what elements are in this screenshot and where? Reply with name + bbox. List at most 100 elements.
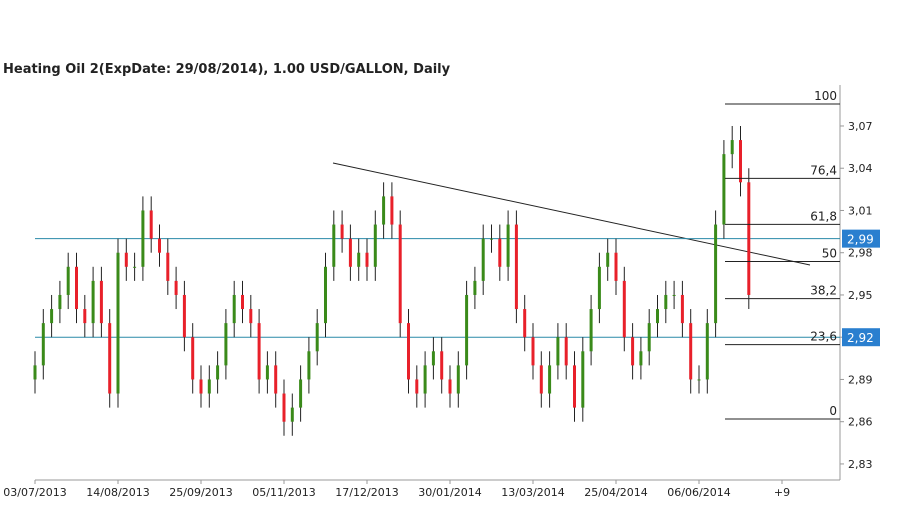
candle-body <box>199 379 203 394</box>
candle-body <box>274 365 278 394</box>
candle-body <box>50 309 54 324</box>
candle-body <box>722 154 726 225</box>
trend-line <box>332 162 811 266</box>
price-tag <box>842 229 880 248</box>
candle-body <box>257 323 261 380</box>
candle-body <box>33 365 37 380</box>
candle-body <box>747 182 751 295</box>
candle-body <box>340 224 344 239</box>
candle-body <box>398 224 402 324</box>
candle-body <box>174 280 178 295</box>
candle-body <box>631 337 635 366</box>
candle-body <box>191 337 195 380</box>
candle-body <box>639 351 643 366</box>
x-tick-label: 25/04/2014 <box>584 486 647 499</box>
candle-body <box>415 379 419 394</box>
candle-body <box>672 294 676 296</box>
candle-body <box>373 224 377 267</box>
candle-body <box>265 365 269 380</box>
candle-body <box>714 224 718 324</box>
candle-body <box>365 252 369 267</box>
candle-body <box>390 196 394 225</box>
candle-body <box>739 140 742 183</box>
x-tick-label: 14/08/2013 <box>86 486 149 499</box>
fib-label: 100 <box>814 89 837 103</box>
y-tick-label: 2,89 <box>848 373 873 386</box>
price-tag-label: 2,92 <box>847 331 874 345</box>
fib-label: 50 <box>822 247 837 261</box>
candle-body <box>680 294 684 324</box>
price-tag <box>842 328 880 347</box>
candle-body <box>614 252 618 281</box>
candle-body <box>448 379 452 394</box>
candle-body <box>465 294 469 366</box>
candle-body <box>456 365 460 394</box>
candle-body <box>664 294 668 310</box>
candle-body <box>149 210 153 239</box>
candle-body <box>41 323 45 366</box>
candle-body <box>207 379 211 394</box>
candle-body <box>382 196 386 225</box>
fib-label: 76,4 <box>810 163 837 177</box>
candle-body <box>141 210 145 267</box>
x-tick-label: 03/07/2013 <box>3 486 66 499</box>
candle-body <box>133 266 137 268</box>
candle-body <box>481 238 485 281</box>
candle-body <box>307 351 311 380</box>
x-tick-label: 30/01/2014 <box>418 486 481 499</box>
price-tag-label: 2,99 <box>847 233 874 247</box>
candle-body <box>75 266 78 310</box>
candle-body <box>589 309 593 352</box>
candle-body <box>564 337 568 366</box>
y-tick-label: 2,95 <box>848 289 873 302</box>
candle-body <box>531 337 535 366</box>
candle-body <box>556 337 560 366</box>
candle-body <box>689 323 693 380</box>
y-tick-label: 3,01 <box>848 204 873 217</box>
candle-body <box>548 365 552 394</box>
chart-title: Heating Oil 2(ExpDate: 29/08/2014), 1.00… <box>3 62 451 77</box>
x-tick-label: 06/06/2014 <box>667 486 730 499</box>
candle-body <box>232 294 236 324</box>
candle-body <box>581 351 585 408</box>
candle-body <box>216 365 220 380</box>
candle-body <box>91 280 95 324</box>
candle-body <box>58 294 62 310</box>
candle-body <box>597 266 601 310</box>
x-tick-label: 25/09/2013 <box>169 486 232 499</box>
candle-body <box>697 379 701 381</box>
candle-body <box>224 323 228 366</box>
y-tick-label: 2,83 <box>848 458 873 471</box>
candle-body <box>606 252 610 267</box>
candle-body <box>66 266 70 295</box>
candle-body <box>440 351 444 380</box>
fib-label: 38,2 <box>810 284 837 298</box>
candle-body <box>506 224 510 267</box>
fib-label: 61,8 <box>810 209 837 223</box>
candle-body <box>514 224 518 310</box>
candle-body <box>348 238 352 267</box>
candle-body <box>473 280 477 295</box>
y-tick-label: 2,98 <box>848 247 873 260</box>
candle-body <box>282 393 286 422</box>
candle-body <box>299 379 303 408</box>
fib-label: 0 <box>829 404 837 418</box>
candle-body <box>539 365 543 394</box>
x-tick-label: 05/11/2013 <box>252 486 315 499</box>
fib-label: 23,6 <box>810 330 837 344</box>
candle-body <box>357 252 361 267</box>
y-tick-label: 3,04 <box>848 162 873 175</box>
candle-body <box>249 309 253 324</box>
candle-body <box>241 294 244 310</box>
x-tick-label: 17/12/2013 <box>335 486 398 499</box>
candle-body <box>431 351 435 366</box>
candle-body <box>332 224 336 267</box>
candle-body <box>108 323 112 394</box>
candle-body <box>116 252 120 394</box>
candle-body <box>166 252 170 281</box>
candle-body <box>158 238 161 253</box>
y-tick-label: 3,07 <box>848 120 873 133</box>
candle-body <box>324 266 327 324</box>
candle-body <box>423 365 427 394</box>
